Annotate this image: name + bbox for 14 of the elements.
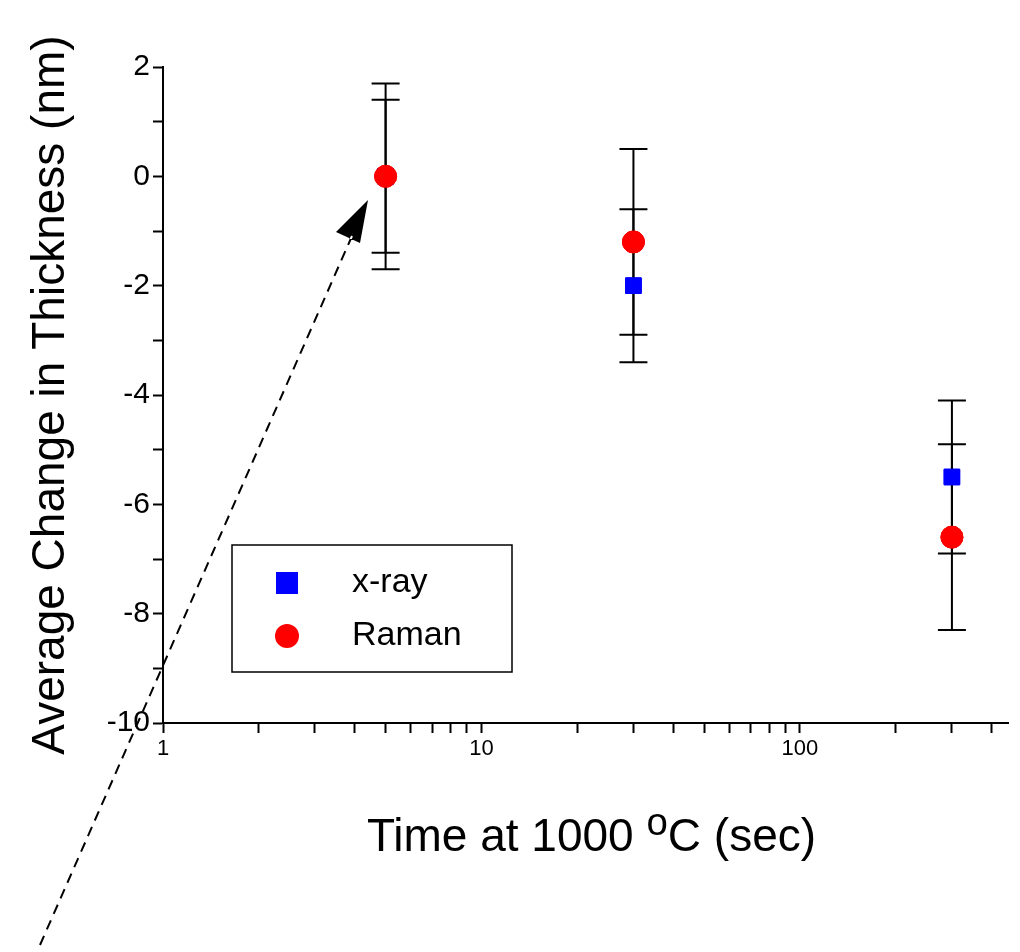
y-tick-label: 0 <box>133 157 150 191</box>
legend-label: Raman <box>352 614 462 653</box>
y-tick-label: 2 <box>133 48 150 82</box>
y-tick-label: -2 <box>123 266 150 300</box>
x-tick-label: 10 <box>469 735 494 761</box>
x-tick-label: 100 <box>781 735 819 761</box>
y-tick-label: -6 <box>123 485 150 519</box>
y-tick-label: -4 <box>123 376 150 410</box>
legend-label: x-ray <box>352 561 428 600</box>
y-tick-label: -8 <box>123 594 150 628</box>
x-axis-title: Time at 1000 $^{o}$C (sec) <box>365 800 818 863</box>
y-tick-label: -10 <box>106 704 150 738</box>
x-tick-label: 1 <box>156 735 170 761</box>
y-axis-title: Average Change in Thickness (nm) <box>21 35 75 755</box>
